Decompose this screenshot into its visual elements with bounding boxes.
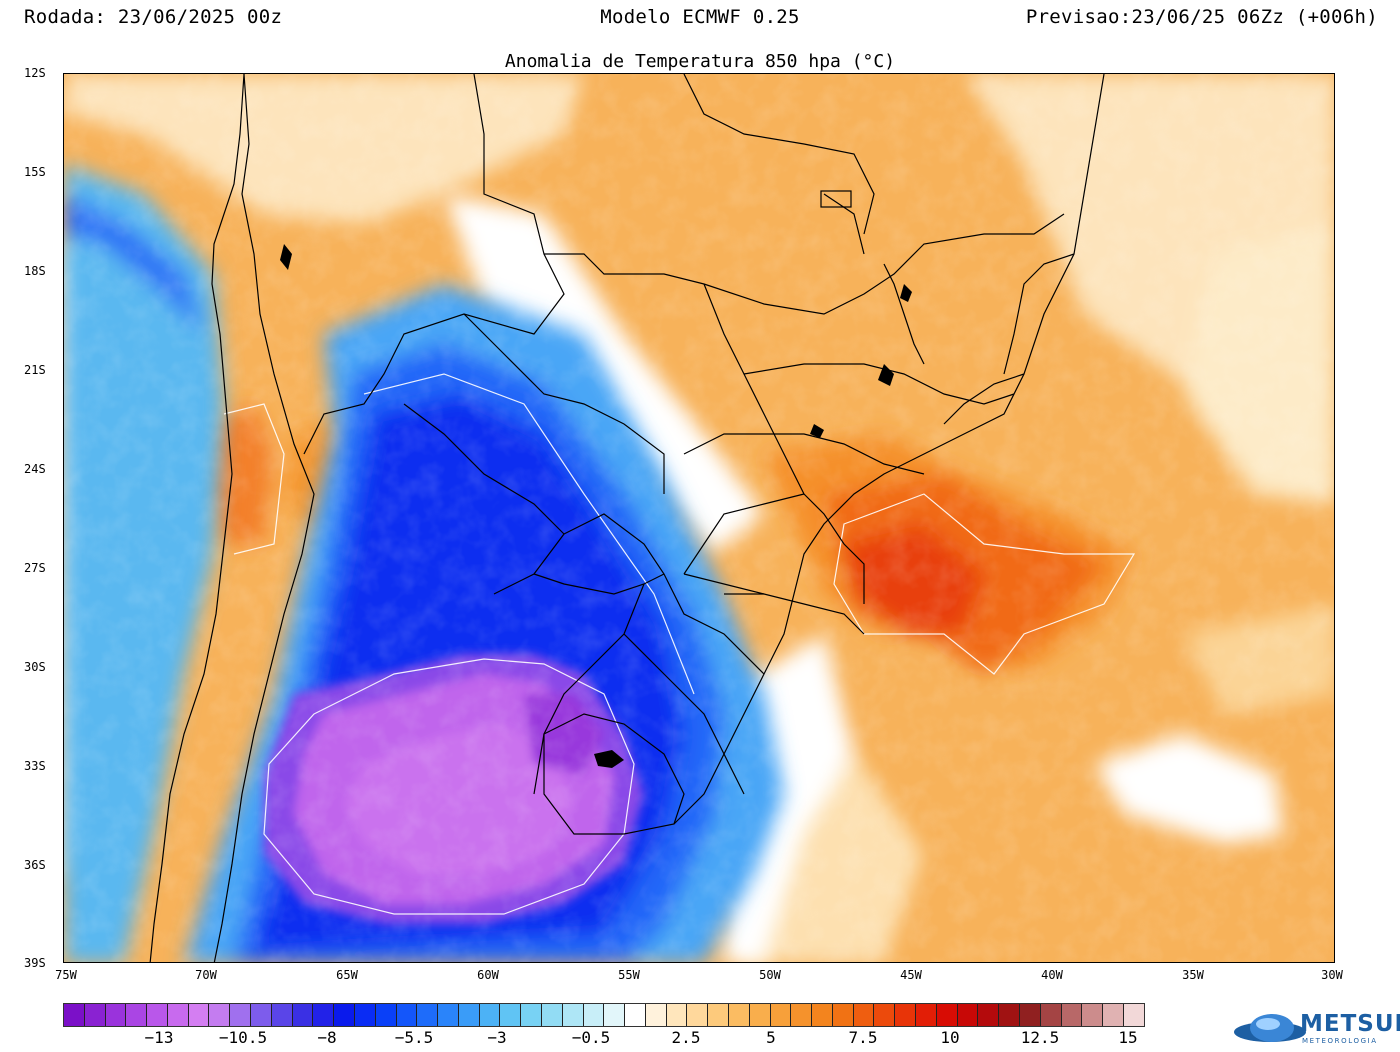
- legend-swatch: [1082, 1004, 1104, 1026]
- legend-swatch: [105, 1004, 127, 1026]
- legend-swatch: [396, 1004, 418, 1026]
- legend-tick-label: 7.5: [848, 1028, 878, 1047]
- legend-tick-label: −8: [317, 1028, 337, 1047]
- legend-tick-label: 2.5: [671, 1028, 701, 1047]
- legend-swatch: [541, 1004, 563, 1026]
- legend-swatch: [1040, 1004, 1062, 1026]
- legend-swatch: [313, 1004, 335, 1026]
- legend-swatch: [874, 1004, 896, 1026]
- map-title: Anomalia de Temperatura 850 hpa (°C): [504, 51, 896, 72]
- lon-label: 75W: [55, 968, 77, 982]
- lat-label: 18S: [24, 264, 46, 278]
- lakes: [280, 244, 912, 768]
- legend-swatch: [562, 1004, 584, 1026]
- logo-subtitle: METEOROLOGIA: [1302, 1037, 1378, 1045]
- lon-label: 35W: [1182, 968, 1204, 982]
- color-legend: [63, 1003, 1145, 1027]
- legend-tick-label: 10: [940, 1028, 960, 1047]
- legend-swatch: [500, 1004, 522, 1026]
- legend-swatch: [84, 1004, 106, 1026]
- legend-tick-label: −10.5: [218, 1028, 268, 1047]
- legend-swatch: [604, 1004, 626, 1026]
- legend-swatch: [895, 1004, 917, 1026]
- legend-swatch: [209, 1004, 231, 1026]
- lon-label: 65W: [336, 968, 358, 982]
- legend-tick-label: 5: [766, 1028, 776, 1047]
- lat-label: 21S: [24, 363, 46, 377]
- legend-swatch: [354, 1004, 376, 1026]
- legend-swatch: [1061, 1004, 1083, 1026]
- legend-tick-label: −3: [487, 1028, 507, 1047]
- legend-swatch: [791, 1004, 813, 1026]
- legend-swatch: [438, 1004, 459, 1026]
- legend-swatch: [375, 1004, 397, 1026]
- anomaly-field: [64, 74, 1334, 962]
- legend-swatch: [458, 1004, 480, 1026]
- lon-label: 50W: [759, 968, 781, 982]
- lat-label: 15S: [24, 165, 46, 179]
- legend-swatch: [978, 1004, 1000, 1026]
- legend-swatch: [812, 1004, 833, 1026]
- lat-label: 33S: [24, 759, 46, 773]
- model-name: Modelo ECMWF 0.25: [600, 6, 800, 28]
- legend-swatch: [729, 1004, 750, 1026]
- political-borders: [149, 74, 1105, 962]
- legend-swatch: [292, 1004, 314, 1026]
- legend-swatch: [1103, 1004, 1124, 1026]
- forecast-time: Previsao:23/06/25 06Zz (+006h): [1025, 6, 1378, 28]
- lon-label: 40W: [1041, 968, 1063, 982]
- lat-label: 39S: [24, 956, 46, 970]
- legend-swatch: [853, 1004, 875, 1026]
- legend-swatch: [188, 1004, 210, 1026]
- lon-label: 60W: [477, 968, 499, 982]
- legend-swatch: [126, 1004, 148, 1026]
- legend-swatch: [583, 1004, 605, 1026]
- legend-swatch: [147, 1004, 168, 1026]
- lon-label: 70W: [195, 968, 217, 982]
- legend-swatch: [832, 1004, 854, 1026]
- legend-tick-label: −13: [144, 1028, 174, 1047]
- legend-swatch: [687, 1004, 709, 1026]
- lon-label: 30W: [1321, 968, 1343, 982]
- contour-lines: [223, 373, 1136, 915]
- legend-swatch: [1123, 1004, 1144, 1026]
- legend-swatch: [999, 1004, 1020, 1026]
- anomaly-map: [63, 73, 1335, 963]
- legend-swatch: [645, 1004, 667, 1026]
- legend-tick-label: −5.5: [394, 1028, 434, 1047]
- logo-name: METSUL: [1300, 1011, 1400, 1037]
- legend-swatch: [479, 1004, 501, 1026]
- metsul-logo-icon: [1234, 1014, 1306, 1042]
- legend-swatch: [666, 1004, 688, 1026]
- lat-label: 24S: [24, 462, 46, 476]
- lat-label: 12S: [24, 66, 46, 80]
- legend-swatch: [334, 1004, 355, 1026]
- legend-swatch: [417, 1004, 439, 1026]
- legend-swatch: [936, 1004, 958, 1026]
- legend-swatch: [708, 1004, 729, 1026]
- legend-tick-label: 12.5: [1020, 1028, 1060, 1047]
- legend-swatch: [167, 1004, 189, 1026]
- legend-swatch: [749, 1004, 771, 1026]
- legend-swatch: [230, 1004, 252, 1026]
- legend-swatch: [916, 1004, 937, 1026]
- legend-swatch: [625, 1004, 646, 1026]
- legend-swatch: [770, 1004, 792, 1026]
- run-time: Rodada: 23/06/2025 00z: [24, 6, 283, 28]
- legend-tick-label: 15: [1118, 1028, 1138, 1047]
- legend-swatch: [271, 1004, 293, 1026]
- legend-swatch: [64, 1004, 85, 1026]
- legend-swatch: [957, 1004, 979, 1026]
- lat-label: 27S: [24, 561, 46, 575]
- lon-label: 55W: [618, 968, 640, 982]
- legend-swatch: [521, 1004, 542, 1026]
- lat-label: 36S: [24, 858, 46, 872]
- lon-label: 45W: [900, 968, 922, 982]
- legend-swatch: [251, 1004, 272, 1026]
- legend-swatch: [1019, 1004, 1041, 1026]
- lat-label: 30S: [24, 660, 46, 674]
- legend-tick-label: −0.5: [571, 1028, 611, 1047]
